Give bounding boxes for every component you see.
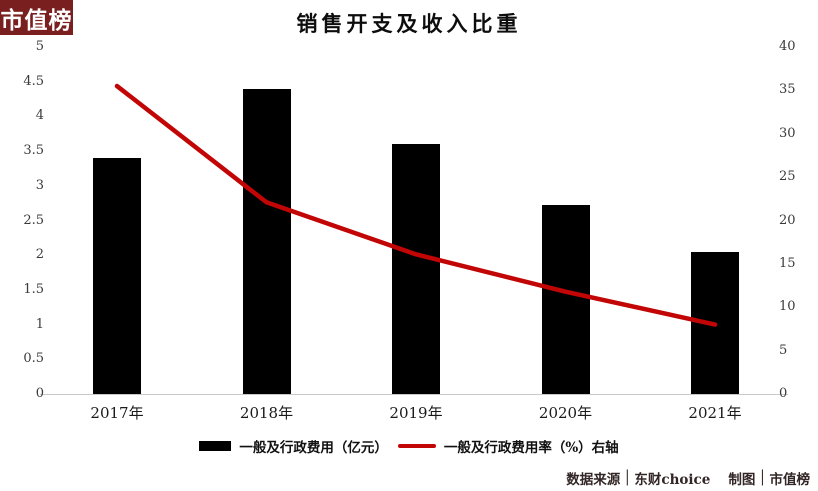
source-value: 东财choice bbox=[634, 472, 711, 488]
left-axis-tick-label: 2.5 bbox=[23, 212, 44, 228]
bar bbox=[541, 205, 590, 394]
left-axis-tick-label: 4.5 bbox=[23, 73, 44, 89]
maker-label: 制图 bbox=[728, 472, 756, 488]
x-axis-label: 2019年 bbox=[389, 404, 443, 422]
x-axis-label: 2017年 bbox=[90, 404, 144, 422]
bar bbox=[691, 251, 739, 394]
source-credit: 数据来源 │ 东财choice 制图 │ 市值榜 bbox=[566, 468, 810, 488]
divider: │ bbox=[758, 470, 767, 486]
left-axis-tick-label: 3.5 bbox=[23, 143, 44, 159]
right-axis-tick-label: 0 bbox=[779, 386, 788, 401]
bar bbox=[93, 158, 141, 394]
right-axis-tick-label: 30 bbox=[779, 125, 796, 141]
right-axis-tick-label: 40 bbox=[779, 39, 796, 54]
left-axis-tick-label: 2 bbox=[35, 247, 44, 263]
x-axis-line bbox=[40, 394, 788, 395]
left-axis-tick-label: 1 bbox=[35, 316, 44, 332]
legend-item-line: 一般及行政费用率（%）右轴 bbox=[397, 436, 619, 456]
maker-value: 市值榜 bbox=[769, 472, 811, 488]
x-axis-label: 2020年 bbox=[538, 404, 593, 422]
bar bbox=[242, 88, 291, 394]
left-axis-tick-label: 3 bbox=[35, 177, 44, 193]
left-axis-tick-label: 0.5 bbox=[23, 351, 44, 367]
left-axis-tick-label: 5 bbox=[35, 39, 44, 54]
x-axis-label: 2021年 bbox=[688, 404, 742, 422]
bar bbox=[392, 144, 440, 394]
x-axis-label: 2018年 bbox=[239, 404, 294, 422]
brand-logo: 市值榜 bbox=[0, 0, 73, 35]
right-axis-tick-label: 20 bbox=[779, 212, 796, 228]
legend-item-bar: 一般及行政费用（亿元） bbox=[199, 436, 388, 456]
left-axis-tick-label: 4 bbox=[35, 108, 44, 124]
line-swatch-icon bbox=[397, 443, 436, 449]
left-axis-tick-label: 1.5 bbox=[23, 281, 44, 297]
right-axis-tick-label: 25 bbox=[779, 169, 796, 185]
divider: │ bbox=[623, 470, 632, 486]
legend-line-label: 一般及行政费用率（%）右轴 bbox=[443, 440, 619, 456]
right-axis-tick-label: 5 bbox=[779, 342, 788, 358]
legend-bar-label: 一般及行政费用（亿元） bbox=[239, 440, 388, 456]
right-axis-tick-label: 35 bbox=[779, 82, 796, 98]
right-axis-tick-label: 15 bbox=[779, 255, 796, 271]
legend: 一般及行政费用（亿元） 一般及行政费用率（%）右轴 bbox=[0, 436, 818, 456]
bar-swatch-icon bbox=[199, 441, 232, 451]
right-axis-tick-label: 10 bbox=[779, 299, 796, 315]
left-axis-tick-label: 0 bbox=[35, 386, 44, 401]
chart-title: 销售开支及收入比重 bbox=[296, 11, 522, 36]
source-label: 数据来源 bbox=[566, 472, 621, 488]
